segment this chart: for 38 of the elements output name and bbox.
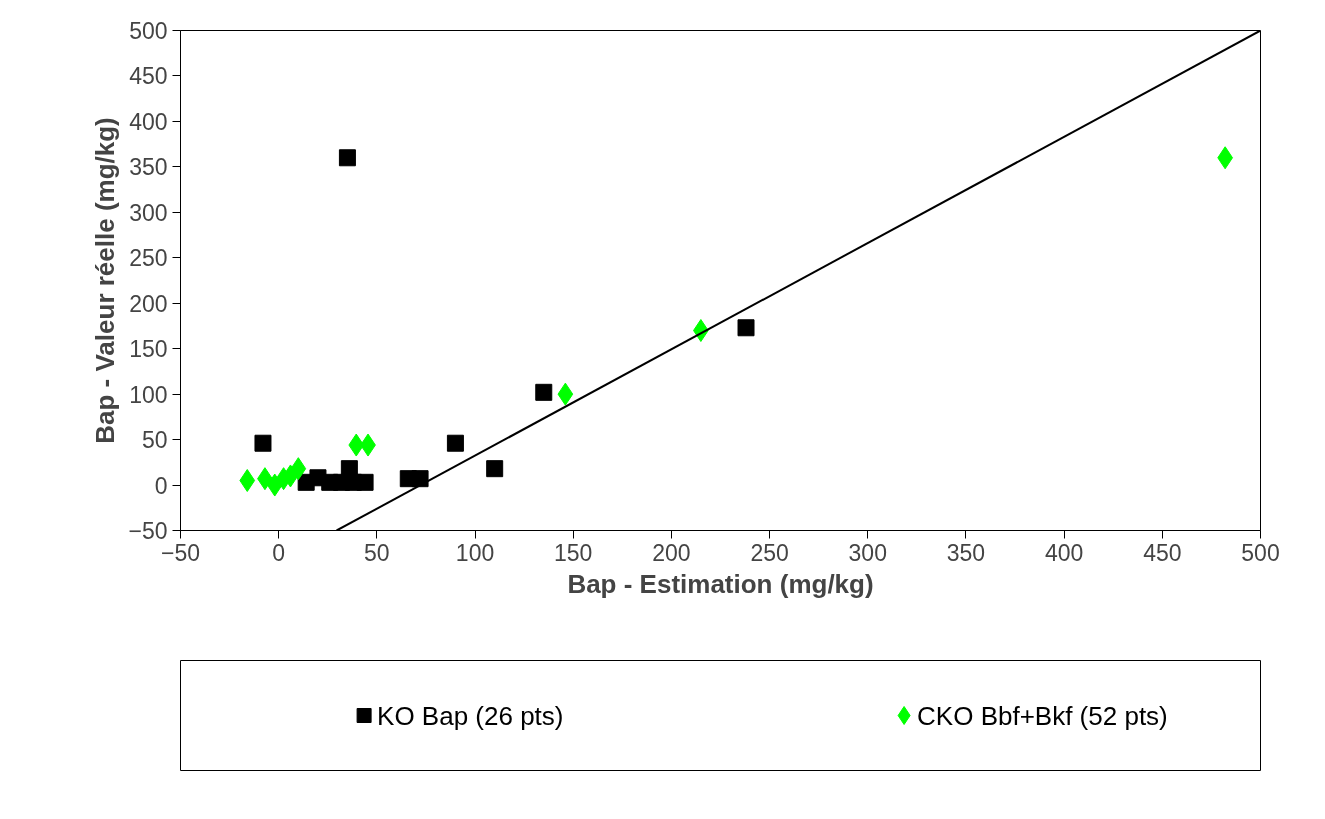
point: [356, 473, 374, 491]
legend-label: CKO Bbf+Bkf (52 pts): [917, 700, 1168, 731]
y-axis-title: Bap - Valeur réelle (mg/kg): [90, 117, 121, 444]
point: [254, 434, 272, 452]
point: [411, 470, 429, 488]
x-tick-label: 300: [848, 539, 887, 566]
x-tick-label: 200: [652, 539, 691, 566]
y-tick-label: 500: [129, 18, 168, 44]
x-tick-label: 150: [554, 539, 593, 566]
y-tick-label: 350: [129, 154, 168, 181]
y-tick-label: 100: [129, 381, 168, 408]
legend-label: KO Bap (26 pts): [377, 700, 564, 731]
point: [486, 460, 504, 478]
y-tick-label: 400: [129, 108, 168, 135]
y-tick-label: 50: [141, 427, 168, 454]
point: [290, 457, 307, 481]
x-tick-label: 450: [1143, 539, 1182, 566]
x-tick-label: 350: [946, 539, 986, 566]
y-tick-label: 450: [129, 63, 168, 90]
point: [446, 434, 464, 452]
x-tick-label: 50: [364, 539, 390, 566]
y-tick-label: 200: [129, 290, 168, 317]
y-tick-label: 250: [129, 245, 168, 272]
x-tick-label: 100: [455, 539, 495, 566]
x-axis-title: Bap - Estimation (mg/kg): [567, 568, 874, 599]
y-tick-label: 300: [129, 199, 168, 226]
x-tick-label: 250: [750, 539, 789, 566]
y-tick-label: 150: [129, 336, 168, 363]
x-tick-label: 0: [272, 539, 286, 566]
point: [557, 382, 574, 406]
y-tick-label: 0: [154, 472, 168, 499]
point: [338, 149, 356, 167]
point: [737, 319, 755, 337]
point: [239, 469, 256, 492]
point: [535, 383, 553, 401]
x-tick-label: 500: [1241, 539, 1280, 566]
x-tick-label: 400: [1044, 539, 1084, 566]
point: [348, 433, 365, 457]
